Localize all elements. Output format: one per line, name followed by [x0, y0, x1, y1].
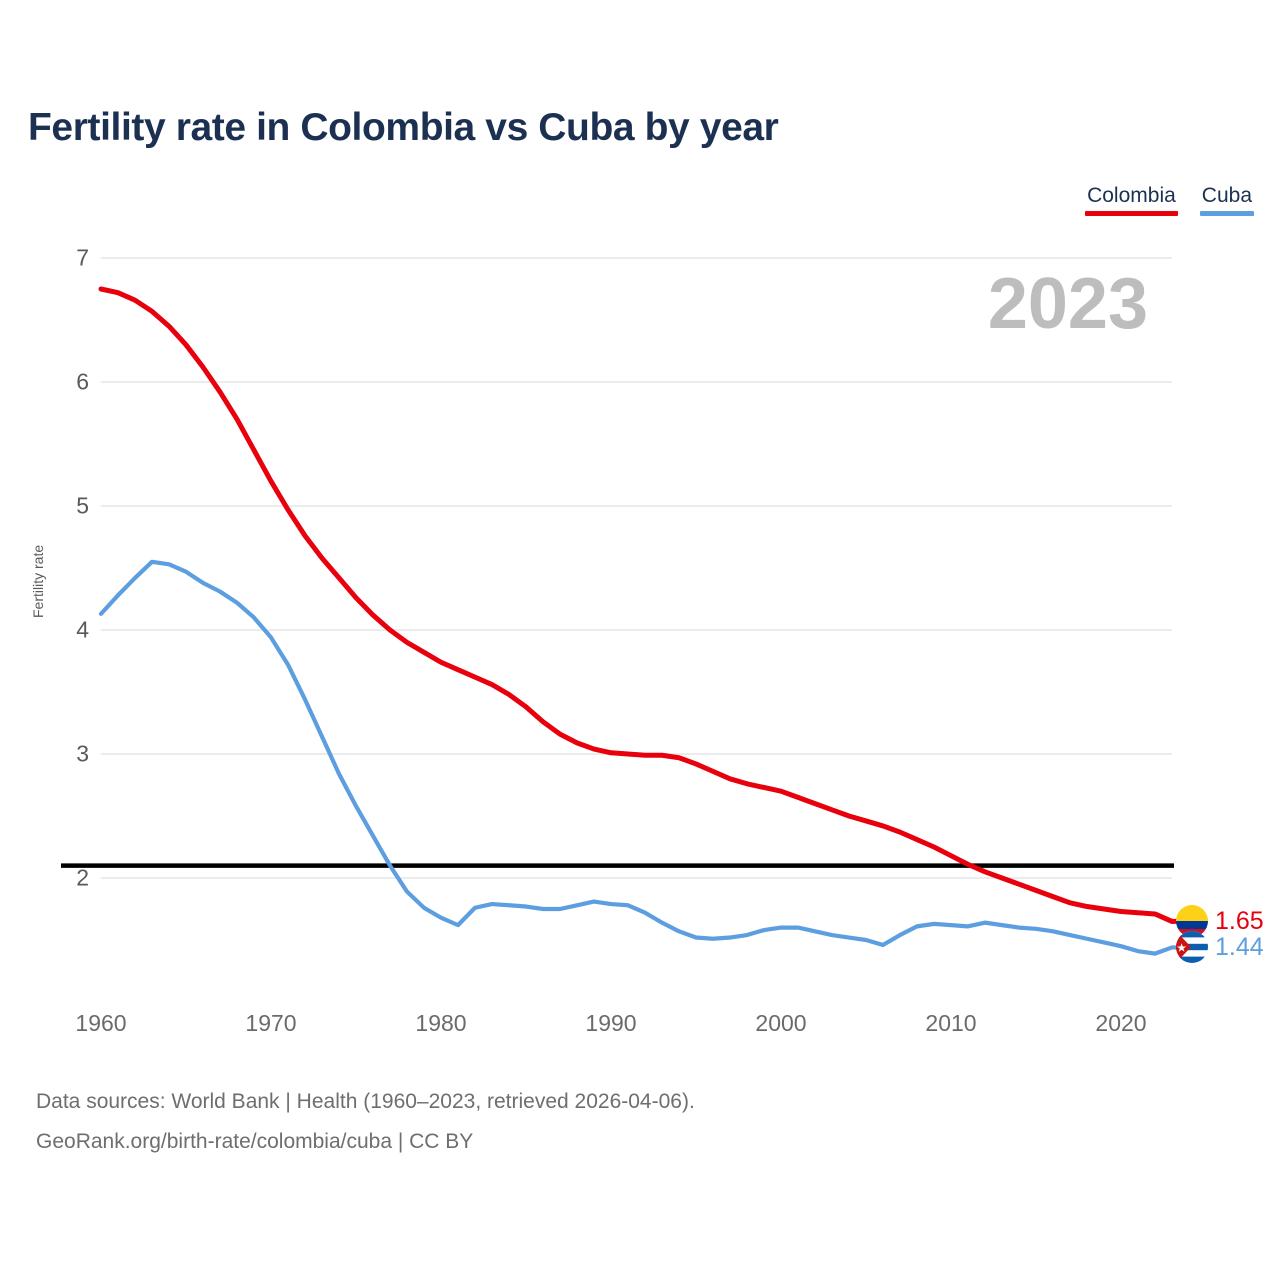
legend-swatch-cuba [1199, 211, 1254, 216]
series-line-colombia [98, 286, 1175, 924]
end-value-cuba: 1.44 [1215, 932, 1264, 961]
cuba-flag-icon [1176, 931, 1208, 964]
footer-line-url: GeoRank.org/birth-rate/colombia/cuba | C… [36, 1130, 474, 1153]
legend-item-cuba[interactable]: Cuba [1199, 183, 1254, 216]
data-series-group [98, 286, 1187, 956]
x-axis-tick-label: 2010 [925, 1010, 977, 1036]
footer-line-sources: Data sources: World Bank | Health (1960–… [36, 1090, 695, 1113]
x-axis-tick-label: 1970 [245, 1010, 297, 1036]
y-axis-title: Fertility rate [30, 544, 46, 618]
legend-label-cuba: Cuba [1201, 184, 1252, 207]
y-axis-tick-label: 4 [76, 616, 89, 643]
footer-credits: Data sources: World Bank | Health (1960–… [36, 1082, 695, 1162]
x-axis-tick-label: 1980 [415, 1010, 467, 1036]
legend-swatch-colombia [1085, 211, 1178, 216]
page-title: Fertility rate in Colombia vs Cuba by ye… [28, 106, 779, 149]
y-axis-tick-label: 7 [76, 244, 89, 271]
end-label-colombia: 1.65 [1176, 905, 1264, 938]
x-axis-tick-label: 2020 [1095, 1010, 1147, 1036]
end-value-colombia: 1.65 [1215, 906, 1264, 935]
chart-legend: Colombia Cuba [1085, 183, 1254, 216]
gridlines [101, 257, 1172, 879]
x-axis-tick-label: 2000 [755, 1010, 807, 1036]
x-axis-tick-label: 1990 [585, 1010, 637, 1036]
y-axis-tick-label: 3 [76, 740, 89, 767]
y-axis-tick-label: 2 [76, 864, 89, 891]
legend-item-colombia[interactable]: Colombia [1085, 183, 1178, 216]
end-label-cuba: 1.44 [1176, 931, 1264, 964]
y-axis-tick-label: 5 [76, 492, 89, 519]
x-axis-tick-label: 1960 [75, 1010, 127, 1036]
legend-label-colombia: Colombia [1087, 184, 1176, 207]
series-line-cuba [98, 559, 1175, 956]
year-watermark: 2023 [987, 264, 1148, 344]
y-axis-tick-label: 6 [76, 368, 89, 395]
